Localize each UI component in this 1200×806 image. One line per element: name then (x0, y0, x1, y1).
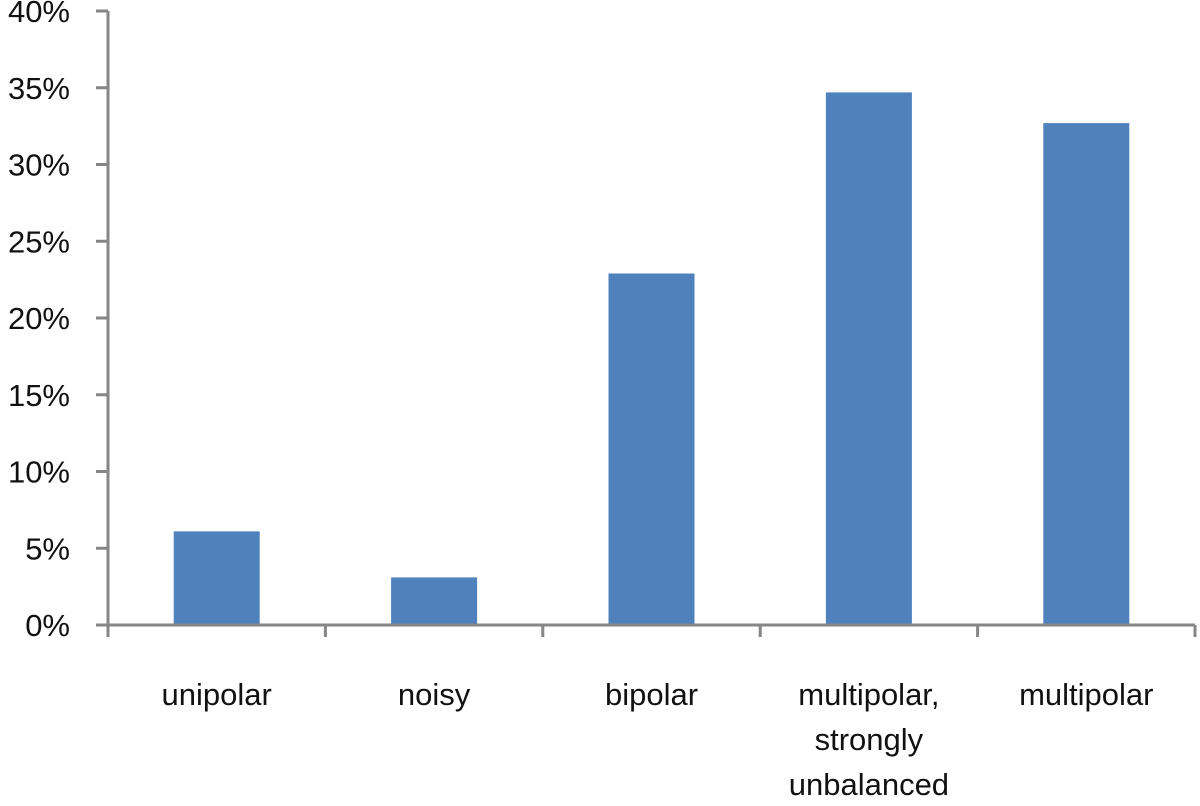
bars-group (173, 92, 1130, 625)
y-tick-label-0: 0% (25, 608, 70, 643)
bar-0 (173, 531, 260, 625)
y-tick-labels: 0% 5% 10% 15% 20% 25% 30% 35% 40% (8, 0, 70, 643)
y-tick-label-3: 15% (8, 378, 70, 413)
axes-group (96, 9, 1197, 637)
y-tick-label-6: 30% (8, 148, 70, 183)
y-tick-label-8: 40% (8, 0, 70, 29)
bar-1 (391, 577, 478, 625)
x-category-label-2: bipolar (605, 677, 698, 712)
x-category-label-4: multipolar (1019, 677, 1153, 712)
y-tick-label-4: 20% (8, 301, 70, 336)
bar-3 (825, 92, 912, 625)
x-category-label-1: noisy (398, 677, 471, 712)
y-tick-label-2: 10% (8, 455, 70, 490)
x-category-label-0: unipolar (162, 677, 272, 712)
bar-4 (1043, 123, 1130, 625)
x-category-labels: unipolar noisy bipolar multipolar, strongly u… (162, 677, 1154, 802)
y-tick-label-7: 35% (8, 71, 70, 106)
y-tick-label-5: 25% (8, 224, 70, 259)
y-tick-label-1: 5% (25, 531, 70, 566)
bar-2 (608, 273, 695, 625)
x-category-label-3: multipolar, strongly unbalanced (789, 677, 949, 802)
